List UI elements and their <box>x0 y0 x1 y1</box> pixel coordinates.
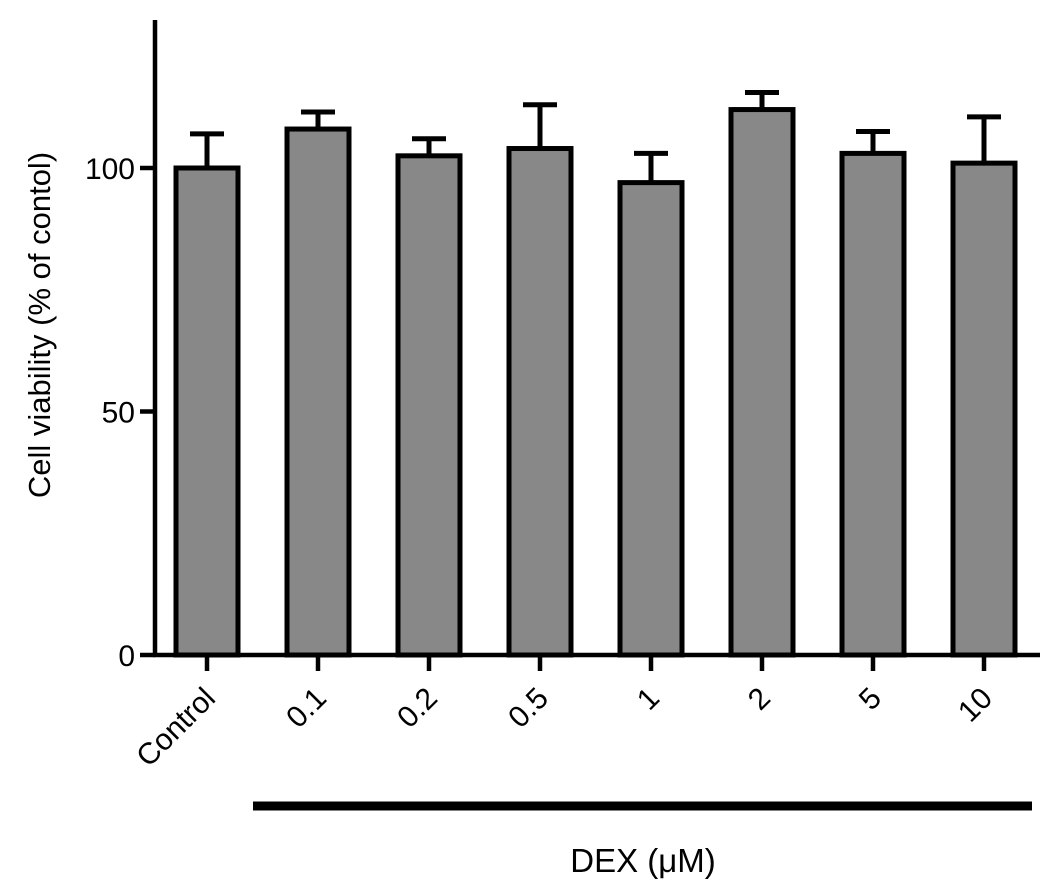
category-labels: Control 0.1 0.2 0.5 1 2 5 10 <box>130 682 999 774</box>
bar <box>728 107 796 658</box>
category-label: Control <box>130 682 222 774</box>
bar <box>506 146 574 658</box>
category-label: 5 <box>853 682 888 717</box>
bar <box>617 180 685 658</box>
error-bars <box>190 90 1001 183</box>
y-tick-label: 50 <box>102 397 135 430</box>
bars <box>173 107 1018 658</box>
x-axis-ticks <box>204 655 987 671</box>
bar <box>839 150 907 658</box>
bar <box>284 126 352 658</box>
bar <box>950 160 1018 658</box>
bar <box>395 153 463 658</box>
category-label: 2 <box>742 682 777 717</box>
category-label: 0.5 <box>502 682 555 735</box>
y-tick-label: 100 <box>85 153 135 186</box>
dex-bracket-label: DEX (μM) <box>570 842 716 879</box>
y-tick-label: 0 <box>118 640 135 673</box>
category-label: 1 <box>631 682 666 717</box>
bar <box>173 165 241 658</box>
category-label: 0.2 <box>391 682 444 735</box>
category-label: 10 <box>952 682 999 729</box>
y-axis-title: Cell viability (% of contol) <box>22 152 57 498</box>
y-axis-ticks: 0 50 100 <box>85 153 155 673</box>
category-label: 0.1 <box>280 682 333 735</box>
